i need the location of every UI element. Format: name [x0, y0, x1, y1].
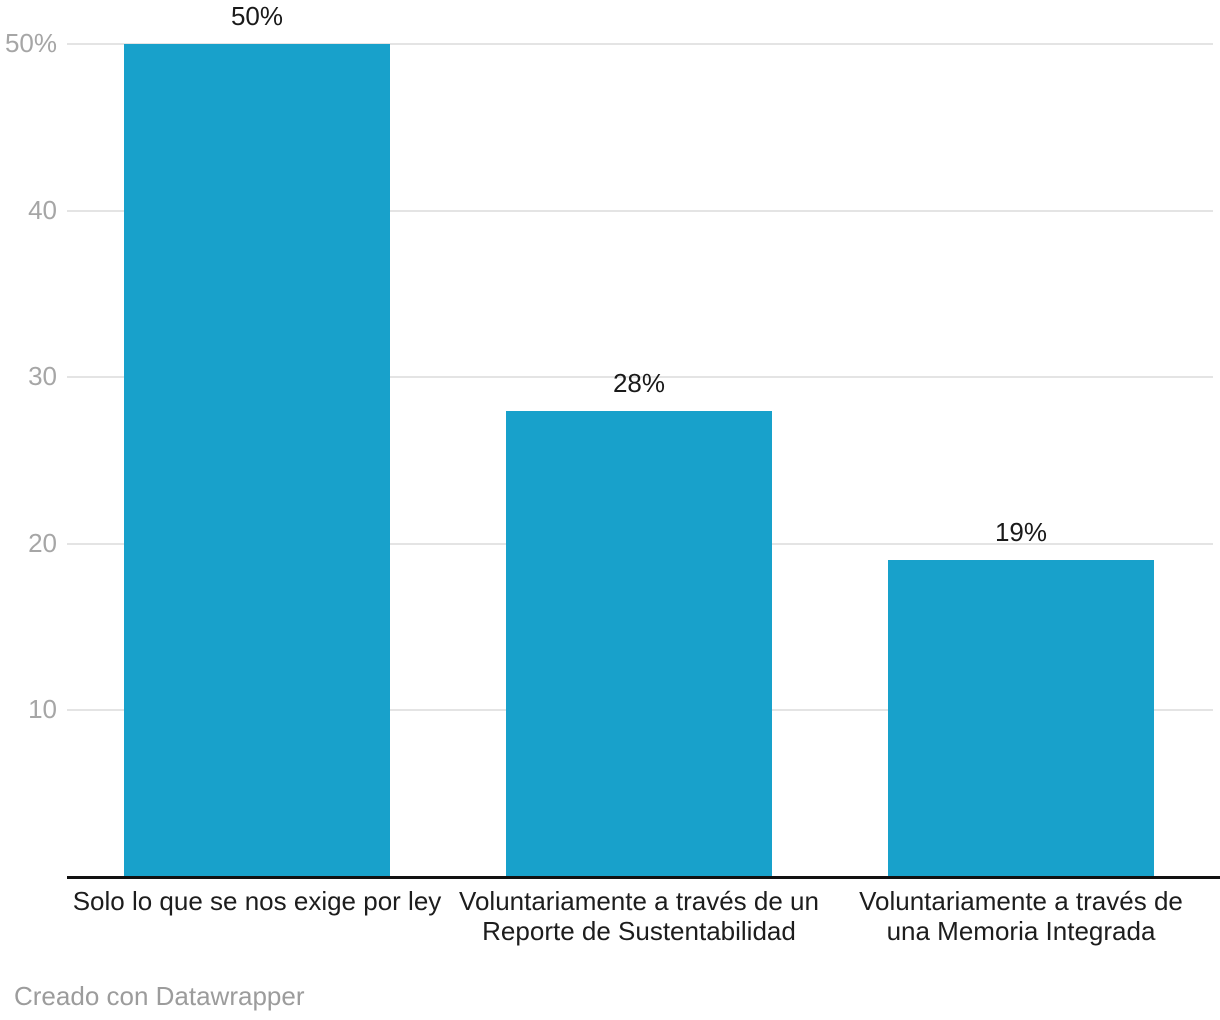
gridline	[67, 376, 1213, 378]
y-tick-label: 40	[28, 195, 57, 225]
bar	[124, 44, 390, 877]
y-tick-label: 50%	[4, 28, 57, 58]
bar	[506, 411, 772, 877]
category-label: Voluntariamente a través de una Memoria …	[859, 886, 1183, 946]
gridline	[67, 210, 1213, 212]
y-tick-label: 30	[28, 361, 57, 391]
x-axis-line	[67, 876, 1220, 879]
bar	[888, 560, 1154, 877]
y-tick-label: 20	[28, 528, 57, 558]
bar-value-label: 28%	[612, 368, 666, 398]
y-tick-label: 10	[28, 694, 57, 724]
category-label: Voluntariamente a través de un Reporte d…	[459, 886, 819, 946]
category-label: Solo lo que se nos exige por ley	[72, 886, 442, 916]
bar-value-label: 19%	[994, 517, 1048, 547]
gridline	[67, 43, 1213, 45]
bar-value-label: 50%	[230, 1, 284, 31]
attribution-text: Creado con Datawrapper	[14, 981, 305, 1011]
